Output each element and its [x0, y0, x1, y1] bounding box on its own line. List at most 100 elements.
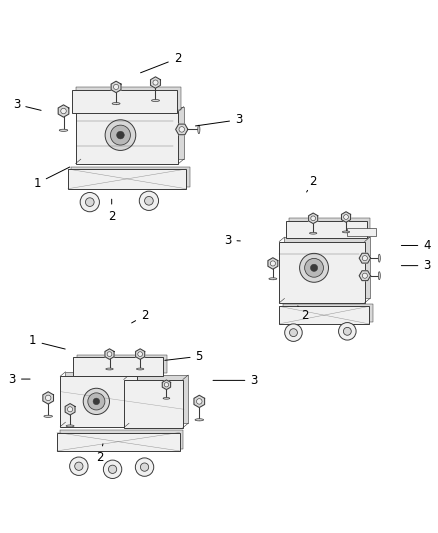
Circle shape: [109, 465, 117, 473]
Polygon shape: [65, 403, 75, 415]
Ellipse shape: [310, 232, 317, 234]
Polygon shape: [194, 395, 205, 408]
Circle shape: [153, 80, 158, 85]
FancyBboxPatch shape: [57, 432, 180, 451]
Circle shape: [290, 329, 297, 336]
FancyBboxPatch shape: [76, 87, 181, 110]
Text: 1: 1: [33, 167, 70, 190]
Circle shape: [110, 125, 131, 145]
FancyBboxPatch shape: [75, 111, 178, 164]
Text: 2: 2: [298, 306, 308, 322]
Polygon shape: [105, 349, 114, 359]
Text: 2: 2: [108, 199, 116, 223]
FancyBboxPatch shape: [279, 306, 369, 324]
FancyBboxPatch shape: [60, 430, 183, 449]
Circle shape: [311, 216, 315, 221]
Polygon shape: [58, 105, 69, 117]
FancyBboxPatch shape: [129, 375, 188, 423]
Text: 2: 2: [141, 52, 181, 73]
Circle shape: [362, 273, 367, 278]
Polygon shape: [359, 253, 371, 263]
Ellipse shape: [163, 398, 170, 399]
Circle shape: [117, 131, 124, 139]
FancyBboxPatch shape: [124, 379, 183, 427]
FancyBboxPatch shape: [71, 167, 190, 187]
Circle shape: [46, 395, 51, 401]
Circle shape: [179, 127, 184, 132]
Polygon shape: [268, 258, 278, 269]
FancyBboxPatch shape: [68, 169, 186, 189]
Circle shape: [67, 407, 73, 412]
Circle shape: [107, 352, 112, 357]
Circle shape: [85, 198, 94, 206]
Circle shape: [139, 191, 159, 211]
Text: 2: 2: [307, 175, 317, 192]
Circle shape: [339, 322, 356, 340]
FancyBboxPatch shape: [286, 221, 367, 238]
FancyBboxPatch shape: [74, 357, 163, 376]
Circle shape: [311, 264, 318, 271]
Polygon shape: [309, 213, 318, 223]
FancyBboxPatch shape: [285, 237, 370, 298]
Ellipse shape: [378, 272, 380, 280]
Ellipse shape: [152, 100, 159, 101]
Ellipse shape: [195, 419, 204, 421]
Ellipse shape: [378, 254, 380, 262]
FancyBboxPatch shape: [289, 219, 370, 235]
Circle shape: [197, 399, 202, 404]
Circle shape: [141, 463, 148, 471]
Circle shape: [164, 383, 169, 387]
Polygon shape: [359, 271, 371, 281]
Text: 3: 3: [224, 233, 240, 247]
Text: 2: 2: [96, 444, 104, 464]
Circle shape: [285, 324, 302, 342]
Polygon shape: [151, 77, 160, 88]
Ellipse shape: [112, 102, 120, 104]
FancyBboxPatch shape: [347, 228, 376, 236]
Circle shape: [75, 462, 83, 470]
Circle shape: [344, 215, 348, 220]
Circle shape: [103, 460, 122, 479]
Circle shape: [145, 197, 153, 205]
FancyBboxPatch shape: [66, 372, 142, 422]
Ellipse shape: [137, 368, 144, 370]
Ellipse shape: [66, 425, 74, 427]
FancyBboxPatch shape: [81, 107, 184, 159]
Ellipse shape: [106, 368, 113, 370]
FancyBboxPatch shape: [60, 376, 137, 426]
Circle shape: [270, 261, 276, 266]
Text: 3: 3: [213, 374, 258, 387]
Polygon shape: [176, 124, 188, 135]
FancyBboxPatch shape: [279, 241, 364, 303]
Circle shape: [135, 458, 154, 477]
Polygon shape: [43, 392, 53, 404]
Circle shape: [343, 327, 351, 335]
Circle shape: [113, 84, 119, 90]
Ellipse shape: [59, 129, 68, 131]
Circle shape: [105, 120, 136, 150]
Text: 3: 3: [13, 98, 41, 111]
Circle shape: [138, 352, 142, 357]
Circle shape: [70, 457, 88, 475]
Circle shape: [61, 108, 66, 114]
Ellipse shape: [44, 415, 53, 417]
Circle shape: [88, 393, 105, 410]
Circle shape: [93, 398, 100, 405]
Text: 3: 3: [401, 259, 431, 272]
FancyBboxPatch shape: [77, 354, 166, 373]
FancyBboxPatch shape: [283, 304, 372, 322]
Text: 2: 2: [132, 309, 148, 323]
Polygon shape: [342, 212, 350, 222]
Text: 5: 5: [165, 350, 203, 363]
Circle shape: [300, 253, 328, 282]
Ellipse shape: [269, 278, 277, 280]
Circle shape: [305, 259, 323, 277]
Text: 1: 1: [29, 335, 65, 349]
Polygon shape: [111, 81, 121, 93]
Polygon shape: [162, 380, 171, 390]
Ellipse shape: [343, 231, 350, 233]
Text: 3: 3: [195, 114, 242, 126]
Ellipse shape: [198, 125, 200, 134]
Circle shape: [80, 192, 99, 212]
Text: 4: 4: [401, 239, 431, 252]
